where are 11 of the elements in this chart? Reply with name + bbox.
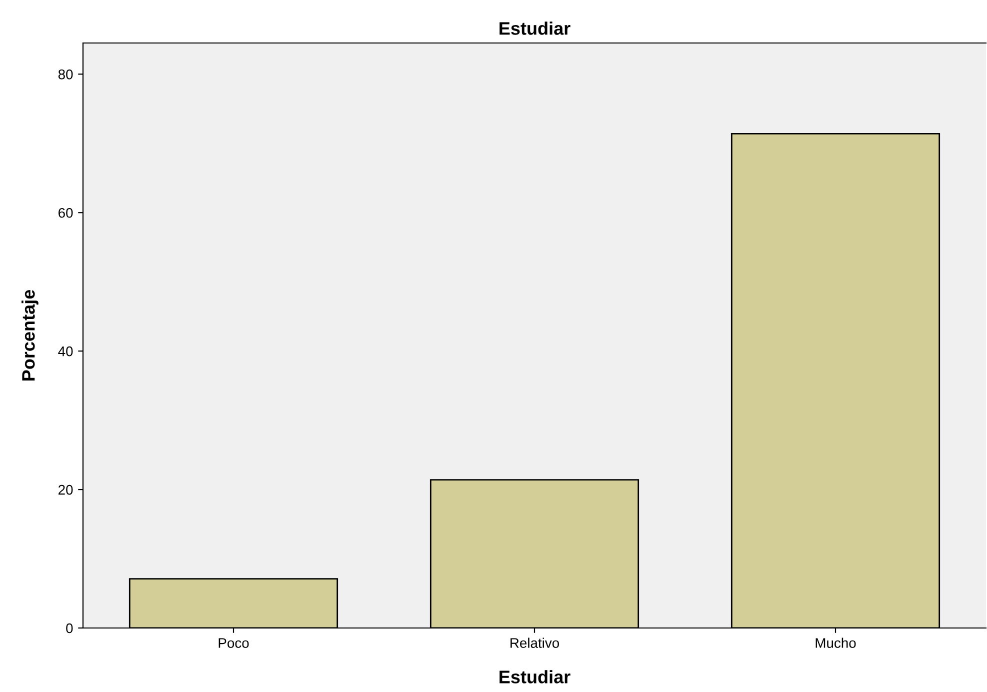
x-axis-title: Estudiar — [500, 670, 570, 684]
y-axis-title: Porcentaje — [22, 290, 38, 380]
x-tick-label: Mucho — [816, 638, 856, 648]
y-tick-label: 80 — [58, 69, 73, 80]
chart-title: Estudiar — [500, 22, 570, 35]
y-tick-label: 60 — [58, 208, 73, 218]
y-tick-label: 40 — [58, 346, 73, 356]
y-tick-label: 20 — [58, 484, 73, 495]
x-tick-label: Poco — [218, 638, 249, 648]
y-tick-label: 0 — [66, 623, 73, 634]
x-tick-label: Relativo — [510, 638, 560, 648]
